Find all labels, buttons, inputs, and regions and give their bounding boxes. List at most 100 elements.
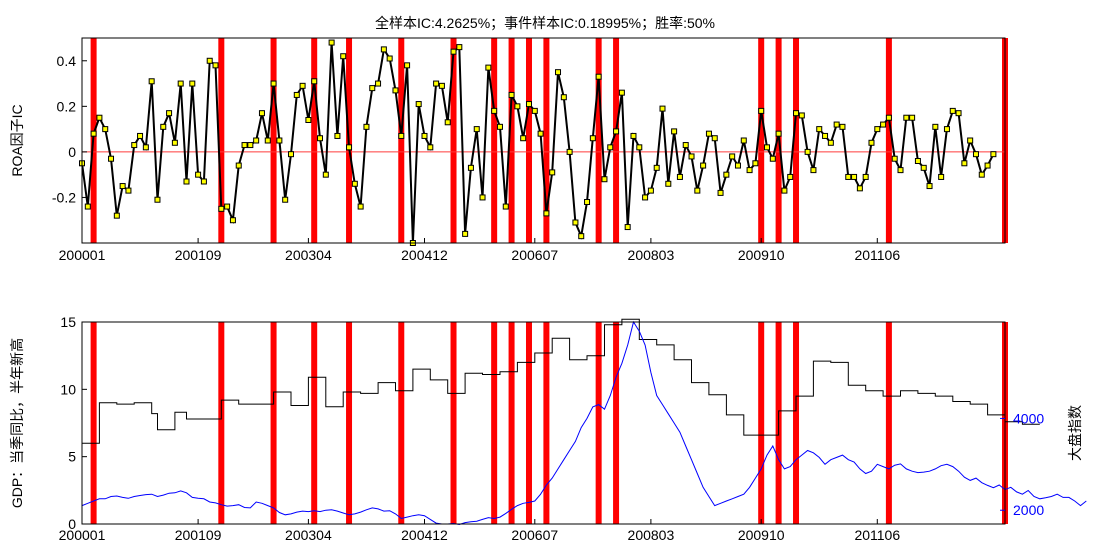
y-tick-label: 0.4 [57,53,77,69]
ic-point [909,114,916,121]
x-tick-label: 200109 [175,247,222,263]
index-line [81,320,1087,526]
ic-point [392,87,399,94]
ic-point [177,80,184,87]
ic-point [90,130,97,137]
ic-point [653,164,660,171]
event-bar [450,38,457,243]
y-tick-label: 5 [68,449,76,465]
event-bar [525,322,532,524]
event-bar [270,322,277,524]
event-bar [613,38,620,243]
ic-point [450,48,457,55]
event-bar [525,38,532,243]
ic-point [694,187,701,194]
ic-point [798,112,805,119]
ic-chart-panel: 全样本IC:4.2625%；事件样本IC:0.18995%；胜率:50% -0.… [9,15,1008,263]
x-tick-label: 200910 [738,527,785,543]
ic-point [479,194,486,201]
ic-point [856,185,863,192]
ic-point [276,137,283,144]
ic-point [839,123,846,130]
ic-point [404,62,411,69]
ic-point [206,57,213,64]
ic-point [775,130,782,137]
ic-point [613,128,620,135]
ic-point [810,167,817,174]
event-bar [90,322,97,524]
ic-point [891,155,898,162]
event-bar [346,322,353,524]
x-tick-label: 200607 [511,247,558,263]
ic-point [711,135,718,142]
x-tick-label: 200109 [175,527,222,543]
ic-point [224,203,231,210]
ic-point [398,132,405,139]
event-bar [543,38,550,243]
ic-point [305,117,312,123]
top-y-axis-label: ROA因子IC [9,104,25,176]
ic-point [990,151,997,158]
ic-point [183,178,190,185]
ic-point [427,144,434,151]
ic-point [578,233,585,240]
y2-tick-label: 4000 [1013,410,1044,426]
ic-point [752,160,759,167]
bottom-y-ticks: 0 5 10 15 [60,314,87,532]
ic-point [340,53,347,60]
x-tick-label: 200001 [59,527,106,543]
ic-point [874,126,881,133]
ic-point [253,137,260,144]
ic-point [148,78,155,85]
ic-point [293,91,300,98]
ic-point [189,80,196,87]
ic-point [386,55,393,62]
ic-point [485,64,492,71]
ic-point [555,69,562,76]
ic-point [624,224,631,231]
event-bar [885,38,892,243]
ic-point [671,128,678,135]
ic-point [833,121,840,128]
ic-point [804,148,811,155]
event-bar [218,322,225,524]
ic-point [119,183,126,190]
ic-point [125,187,132,194]
ic-point [793,110,800,117]
ic-point [113,212,120,219]
x-tick-label: 200001 [59,247,106,263]
ic-point [914,158,921,164]
ic-point [978,171,985,178]
top-axes-frame [81,37,1006,244]
bottom-x-ticks: 200001 200109 200304 200412 200607 200803 2009… [59,519,900,543]
ic-point [456,44,463,51]
y-tick-label: 10 [60,381,76,397]
ic-point [96,114,103,121]
ic-point [647,187,654,194]
x-tick-label: 201106 [854,527,900,543]
ic-point [270,80,277,87]
ic-point [200,178,207,185]
ic-point [822,132,829,139]
event-bar [508,322,515,524]
y-tick-label: 0 [68,144,76,160]
ic-point [549,169,556,176]
ic-point [729,153,736,160]
ic-point [462,230,469,237]
ic-point [560,94,567,101]
event-bar [508,38,515,243]
ic-point [247,142,254,149]
ic-point [543,210,550,217]
ic-point [943,126,950,133]
ic-point [346,144,353,151]
ic-point [496,123,503,130]
event-bars-bottom [90,322,1008,524]
x-tick-label: 200304 [285,247,332,263]
ic-point [601,176,608,183]
ic-point [595,73,602,80]
ic-point [688,153,695,160]
ic-point [734,162,741,169]
ic-point [137,132,144,139]
x-tick-label: 201106 [854,247,900,263]
